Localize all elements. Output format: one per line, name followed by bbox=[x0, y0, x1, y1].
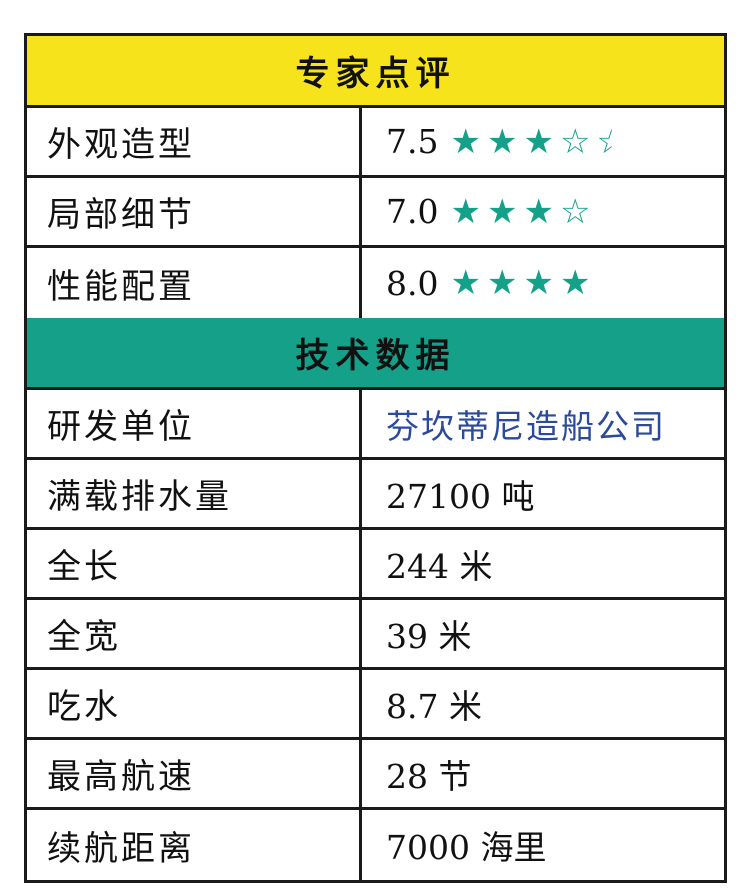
tech-value: 27100 吨 bbox=[386, 476, 535, 516]
review-row: 性能配置 8.0 ★ ★ ★ ★ bbox=[27, 248, 724, 318]
star-full-icon: ★ bbox=[486, 263, 518, 303]
star-rating: ★ ★ ★ ☆ ☆ bbox=[450, 125, 626, 159]
review-label: 局部细节 bbox=[27, 178, 362, 245]
tech-label: 研发单位 bbox=[27, 390, 362, 457]
tech-label: 续航距离 bbox=[27, 810, 362, 880]
tech-value: 39 米 bbox=[386, 616, 472, 656]
star-rating: ★ ★ ★ ☆ bbox=[450, 195, 590, 229]
tech-row: 全宽 39 米 bbox=[27, 600, 724, 670]
star-full-icon: ★ bbox=[450, 263, 481, 303]
tech-row: 全长 244 米 bbox=[27, 530, 724, 600]
review-score: 8.0 bbox=[386, 263, 439, 303]
review-label: 性能配置 bbox=[27, 248, 362, 318]
star-half-empty-icon: ☆ bbox=[596, 121, 627, 162]
tech-row: 吃水 8.7 米 bbox=[27, 670, 724, 740]
review-score: 7.0 bbox=[386, 192, 439, 231]
review-row: 外观造型 7.5 ★ ★ ★ ☆ ☆ bbox=[27, 108, 724, 178]
tech-label: 全宽 bbox=[27, 600, 362, 667]
tech-label: 最高航速 bbox=[27, 740, 362, 807]
review-label: 外观造型 bbox=[27, 108, 362, 175]
spec-table: 专家点评 外观造型 7.5 ★ ★ ★ ☆ ☆ 局部细节 7.0 ★ ★ ★ ☆ 性能配置 8.0 ★ ★… bbox=[24, 33, 727, 883]
tech-value: 28 节 bbox=[386, 756, 472, 796]
tech-row: 研发单位 芬坎蒂尼造船公司 bbox=[27, 390, 724, 460]
tech-header: 技术数据 bbox=[27, 318, 724, 390]
review-row: 局部细节 7.0 ★ ★ ★ ☆ bbox=[27, 178, 724, 248]
star-full-icon: ★ bbox=[486, 121, 518, 162]
star-rating: ★ ★ ★ ★ bbox=[450, 266, 590, 300]
star-empty-icon: ☆ bbox=[559, 191, 591, 232]
star-full-icon: ★ bbox=[523, 191, 554, 232]
star-full-icon: ★ bbox=[450, 121, 481, 162]
star-full-icon: ★ bbox=[486, 191, 518, 232]
star-empty-icon: ☆ bbox=[559, 121, 591, 162]
tech-label: 全长 bbox=[27, 530, 362, 597]
tech-row: 最高航速 28 节 bbox=[27, 740, 724, 810]
tech-value: 8.7 米 bbox=[386, 686, 482, 726]
tech-label: 满载排水量 bbox=[27, 460, 362, 527]
review-score: 7.5 bbox=[386, 122, 439, 161]
tech-value: 7000 海里 bbox=[386, 828, 547, 867]
tech-value: 244 米 bbox=[386, 546, 493, 586]
tech-row: 满载排水量 27100 吨 bbox=[27, 460, 724, 530]
tech-row: 续航距离 7000 海里 bbox=[27, 810, 724, 880]
star-full-icon: ★ bbox=[559, 263, 591, 303]
star-full-icon: ★ bbox=[523, 121, 554, 162]
tech-label: 吃水 bbox=[27, 670, 362, 737]
review-header: 专家点评 bbox=[27, 36, 724, 108]
tech-value: 芬坎蒂尼造船公司 bbox=[386, 406, 666, 446]
star-full-icon: ★ bbox=[523, 263, 554, 303]
star-full-icon: ★ bbox=[450, 191, 481, 232]
